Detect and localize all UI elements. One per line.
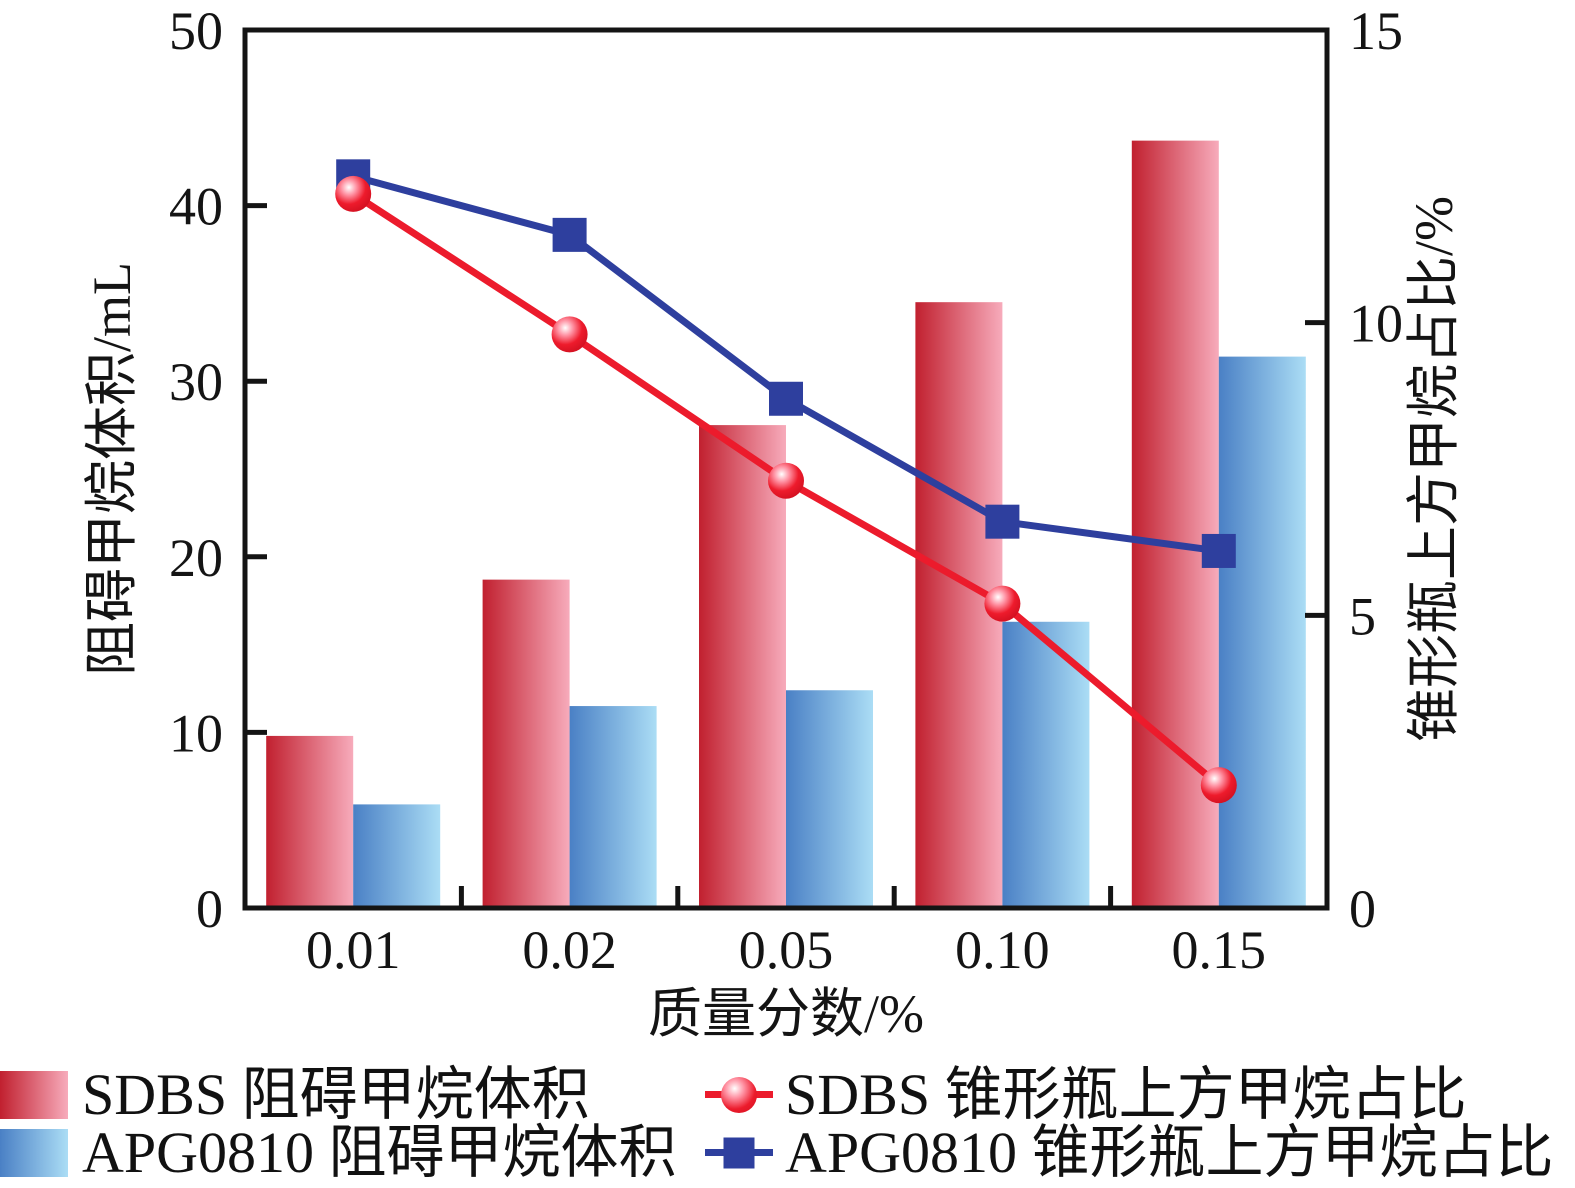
bar-series1-cat0.10 [1002,621,1090,908]
x-tick-label-0.02: 0.02 [522,920,617,980]
legend-label-sdbs-line: SDBS 锥形瓶上方甲烷占比 [785,1062,1467,1127]
square-marker-cat0.02 [552,217,587,252]
plot-border [242,27,1330,911]
axis-labels-layer: 0 10 20 30 40 50 0 5 10 15 0.01 0.02 0.05 0.10 0.15 质量分… [82,1,1464,1044]
bar-series1-cat0.05 [786,690,873,908]
x-tick-label-0.01: 0.01 [306,920,401,980]
axes-layer [242,27,1330,911]
legend-sample-sdbs-line [705,1071,773,1119]
x-tick-label-0.15: 0.15 [1172,920,1267,980]
right-tick-label-0: 0 [1349,879,1376,939]
right-axis-title: 锥形瓶上方甲烷占比/% [1404,196,1464,742]
legend-swatch-sdbs-bar [0,1071,68,1119]
bar-series0-cat0.01 [266,735,354,908]
circle-marker-cat0.10 [984,585,1021,622]
x-tick-label-0.05: 0.05 [739,920,834,980]
square-marker-cat0.05 [769,381,803,416]
square-marker-cat0.10 [985,504,1020,539]
right-tick-label-10: 10 [1349,294,1403,354]
left-tick-label-30: 30 [169,352,223,412]
legend-circle-marker-icon [721,1077,757,1113]
legend-label-sdbs-bar: SDBS 阻碍甲烷体积 [82,1062,590,1127]
bar-series1-cat0.01 [353,804,441,908]
legend-square-marker-icon [723,1137,755,1169]
bar-series1-cat0.02 [569,706,657,908]
legend-sample-apg-line [705,1129,773,1177]
right-tick-label-15: 15 [1349,1,1403,61]
left-tick-label-40: 40 [169,177,223,237]
x-axis-title: 质量分数/% [648,984,924,1044]
circle-marker-cat0.02 [551,316,588,353]
legend-label-apg-line: APG0810 锥形瓶上方甲烷占比 [785,1120,1554,1185]
legend-item-apg-line: APG0810 锥形瓶上方甲烷占比 [705,1124,1554,1182]
legend-item-sdbs-bars: SDBS 阻碍甲烷体积 [0,1066,590,1124]
legend-item-sdbs-line: SDBS 锥形瓶上方甲烷占比 [705,1066,1467,1124]
legend-item-apg-bars: APG0810 阻碍甲烷体积 [0,1124,677,1182]
x-tick-label-0.10: 0.10 [955,920,1050,980]
bar-series0-cat0.05 [699,425,786,908]
right-tick-label-5: 5 [1349,586,1376,646]
circle-marker-cat0.15 [1200,767,1237,804]
bar-series0-cat0.02 [482,579,570,908]
left-tick-label-20: 20 [169,528,223,588]
square-marker-cat0.15 [1201,533,1236,568]
legend-label-apg-bar: APG0810 阻碍甲烷体积 [82,1120,677,1185]
left-axis-title: 阻碍甲烷体积/mL [82,262,142,676]
bar-series1-cat0.15 [1218,356,1306,909]
circle-marker-cat0.05 [768,462,804,499]
lines-layer [335,159,1237,804]
circle-marker-cat0.01 [335,175,372,212]
left-tick-label-0: 0 [196,879,223,939]
left-tick-label-10: 10 [169,703,223,763]
left-tick-label-50: 50 [169,1,223,61]
legend-swatch-apg-bar [0,1129,68,1177]
bars-layer [266,140,1306,909]
